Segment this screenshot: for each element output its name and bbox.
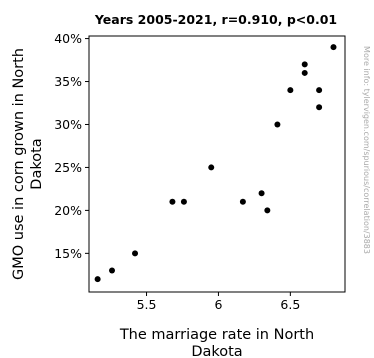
data-point bbox=[264, 207, 271, 214]
y-axis-label: GMO use in corn grown in North bbox=[11, 48, 27, 280]
data-point bbox=[169, 198, 176, 205]
x-axis-label-continued: Dakota bbox=[191, 344, 242, 358]
x-tick-label: 6.5 bbox=[280, 297, 300, 312]
x-tick-label: 5.5 bbox=[137, 297, 157, 312]
x-axis-label: The marriage rate in North bbox=[119, 327, 314, 343]
data-point bbox=[208, 164, 215, 171]
data-point bbox=[301, 61, 308, 68]
plot-area-frame bbox=[88, 35, 346, 293]
y-tick-label: 15% bbox=[54, 246, 82, 261]
data-point bbox=[109, 267, 116, 274]
x-tick-label: 6 bbox=[214, 297, 222, 312]
y-tick-label: 20% bbox=[54, 203, 82, 218]
y-axis-label-group: GMO use in corn grown in North bbox=[11, 48, 27, 280]
x-axis-label-line-1: The marriage rate in North bbox=[119, 327, 314, 343]
data-point bbox=[180, 198, 187, 205]
y-axis-label-continued: Dakota bbox=[29, 138, 45, 189]
data-point bbox=[316, 104, 323, 111]
x-axis-label-line-2: Dakota bbox=[191, 344, 242, 358]
chart-title: Years 2005-2021, r=0.910, p<0.01 bbox=[94, 12, 337, 27]
data-point bbox=[316, 87, 323, 94]
data-point bbox=[94, 276, 101, 283]
data-points bbox=[94, 44, 337, 283]
data-point bbox=[258, 190, 265, 197]
data-point bbox=[301, 69, 308, 76]
y-axis-label-group-continued: Dakota bbox=[29, 138, 45, 189]
side-note-group: More info: tylervigen.com/spurious/corre… bbox=[362, 46, 371, 254]
source-note: More info: tylervigen.com/spurious/corre… bbox=[362, 46, 371, 254]
y-tick-label: 40% bbox=[54, 31, 82, 46]
data-point bbox=[132, 250, 139, 257]
y-tick-label: 35% bbox=[54, 74, 82, 89]
data-point bbox=[239, 198, 246, 205]
data-point bbox=[287, 87, 294, 94]
data-point bbox=[274, 121, 281, 128]
y-tick-label: 25% bbox=[54, 160, 82, 175]
data-point bbox=[330, 44, 337, 51]
y-tick-label: 30% bbox=[54, 117, 82, 132]
axis-ticks: 5.5 6 6.5 15% 20% 25% 30% 35% 40% bbox=[54, 31, 300, 312]
